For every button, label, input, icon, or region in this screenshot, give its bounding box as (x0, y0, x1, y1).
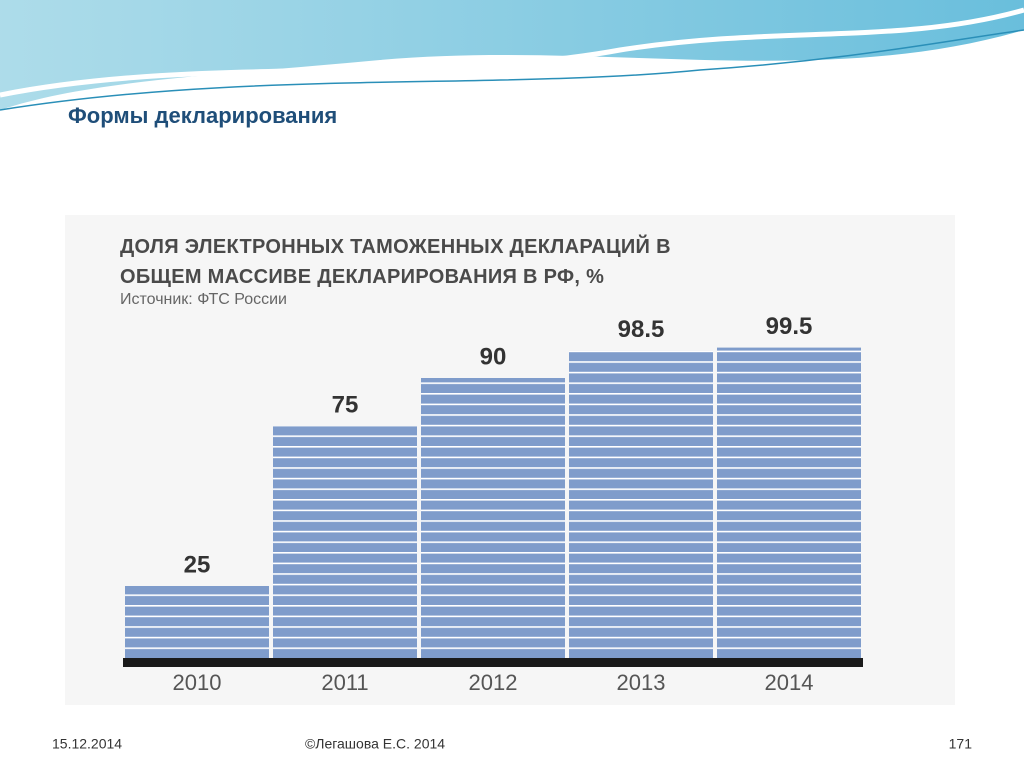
x-tick-label: 2013 (617, 670, 666, 695)
bar (273, 426, 417, 666)
x-tick-label: 2012 (469, 670, 518, 695)
footer-date: 15.12.2014 (52, 736, 122, 752)
bar (125, 586, 269, 666)
value-label: 90 (480, 343, 507, 370)
footer-page: 171 (949, 736, 973, 752)
slide-title: Формы декларирования (68, 103, 337, 128)
x-tick-label: 2014 (765, 670, 814, 695)
value-label: 99.5 (766, 313, 813, 340)
x-tick-label: 2011 (321, 670, 368, 695)
footer-author: ©Легашова Е.С. 2014 (305, 736, 445, 752)
bar (569, 350, 713, 666)
x-tick-label: 2010 (173, 670, 222, 695)
value-label: 25 (184, 551, 211, 578)
value-label: 98.5 (618, 316, 665, 343)
wave-line (0, 29, 1024, 111)
bar (421, 378, 565, 666)
bar (717, 347, 861, 666)
chart-title: ДОЛЯ ЭЛЕКТРОННЫХ ТАМОЖЕННЫХ ДЕКЛАРАЦИЙ В… (120, 236, 671, 288)
baseline-band (123, 658, 863, 667)
chart-subtitle: Источник: ФТС России (120, 291, 287, 308)
wave-line (0, 7, 1024, 98)
header-wave (0, 0, 1024, 110)
value-label: 75 (332, 391, 359, 418)
